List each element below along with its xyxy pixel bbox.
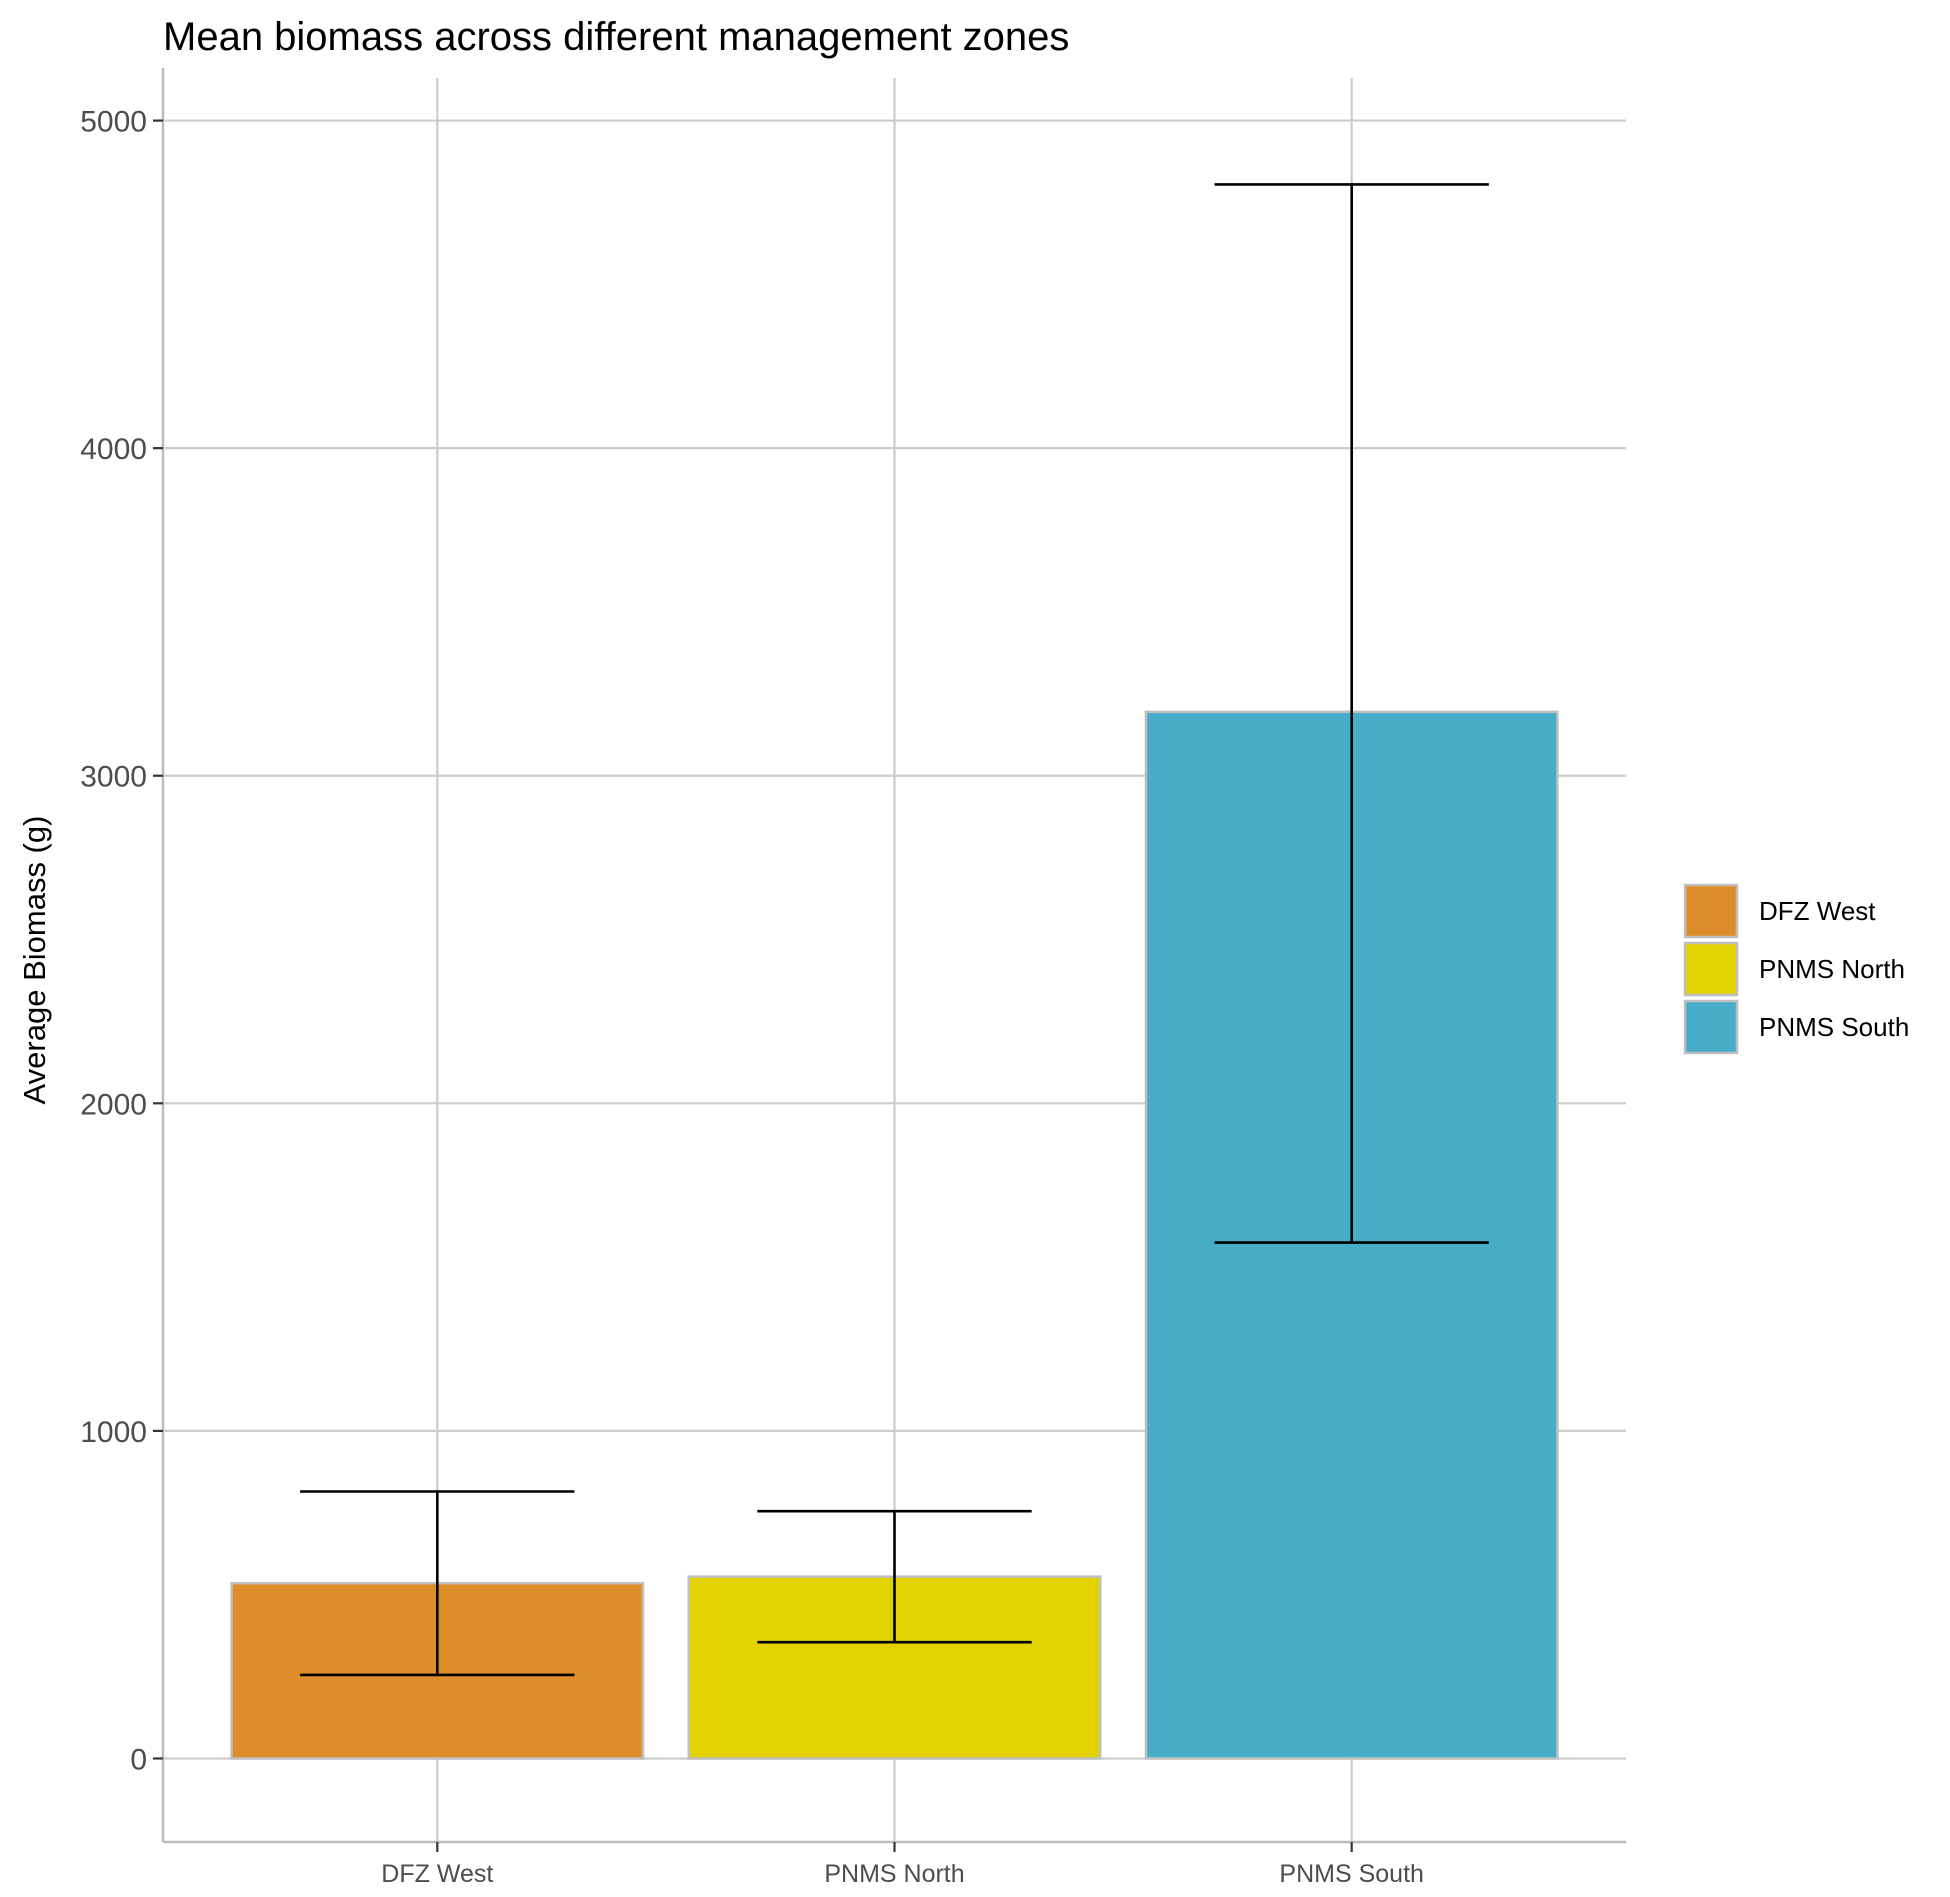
legend-label: DFZ West	[1759, 896, 1876, 926]
axes: 0 1000 2000 3000 4000 5000 DFZ West PNMS North P…	[80, 68, 1626, 1888]
y-tick-label: 1000	[80, 1416, 147, 1449]
legend-key	[1683, 999, 1739, 1055]
error-bars	[300, 183, 1489, 1677]
y-tick-label: 3000	[80, 761, 147, 794]
legend-key	[1683, 941, 1739, 997]
y-axis-label: Average Biomass (g)	[17, 816, 52, 1105]
y-tick-label: 2000	[80, 1088, 147, 1121]
x-tick-label: PNMS South	[1279, 1860, 1424, 1888]
y-tick-label: 0	[130, 1743, 147, 1776]
legend-key	[1683, 883, 1739, 939]
legend-label: PNMS South	[1759, 1012, 1909, 1042]
chart-title: Mean biomass across different management…	[163, 15, 1069, 59]
y-tick-label: 4000	[80, 433, 147, 466]
x-tick-label: PNMS North	[824, 1860, 964, 1888]
y-tick-label: 5000	[80, 106, 147, 139]
x-tick-label: DFZ West	[381, 1860, 493, 1888]
legend-label: PNMS North	[1759, 954, 1905, 984]
legend: DFZ West PNMS North PNMS South	[1683, 883, 1909, 1055]
